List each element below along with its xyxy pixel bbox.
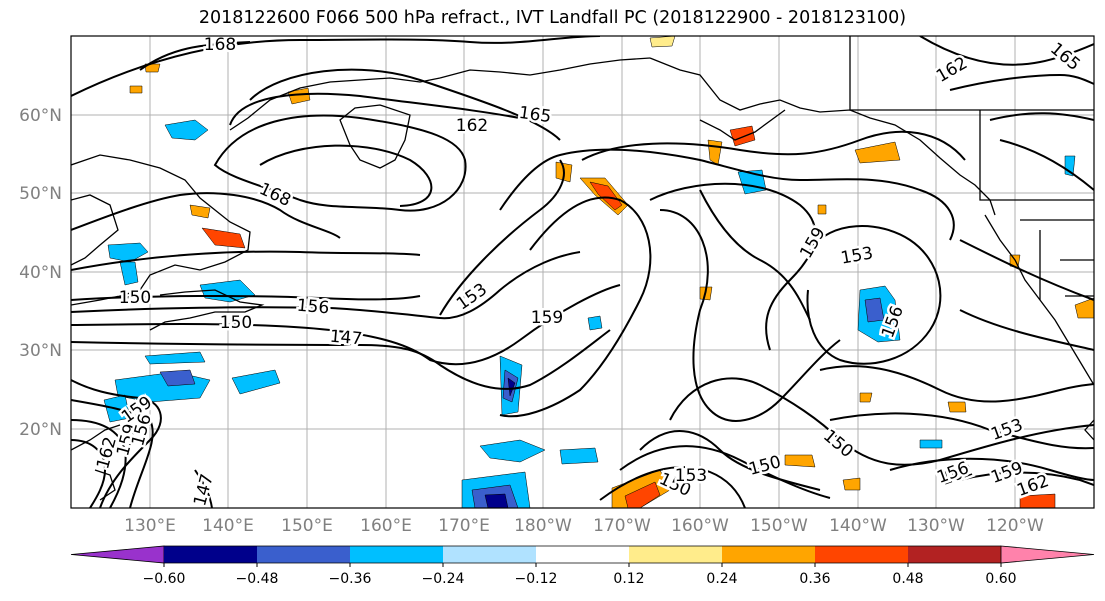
colorbar-segment <box>164 546 257 563</box>
colorbar-segment <box>257 546 350 563</box>
longitude-label: 130°E <box>124 516 176 536</box>
colorbar <box>70 545 1095 564</box>
contour-label: 150 <box>220 313 252 333</box>
longitude-label: 170°W <box>593 516 651 536</box>
colorbar-tick-label: 0.36 <box>799 571 830 587</box>
graticule <box>71 36 1094 508</box>
contour-label-halo: 153 <box>675 466 707 486</box>
contour-label: 168 <box>204 35 236 55</box>
contour-label-halo: 162 <box>456 116 488 136</box>
colorbar-tick-label: 0.48 <box>892 571 923 587</box>
colorbar-segment <box>908 546 1001 563</box>
map-title: 2018122600 F066 500 hPa refract., IVT La… <box>198 8 907 28</box>
latitude-label: 20°N <box>19 420 62 440</box>
contour-label-halo: 150 <box>220 313 252 333</box>
contour-label: 147 <box>329 327 363 350</box>
coastlines <box>71 36 1094 501</box>
latitude-label: 30°N <box>19 341 62 361</box>
colorbar-segment <box>70 545 165 564</box>
colorbar-segment <box>722 546 815 563</box>
contour-label: 159 <box>531 308 563 328</box>
longitude-label: 150°E <box>281 516 333 536</box>
longitude-label: 180°W <box>514 516 572 536</box>
colorbar-tick-label: 0.60 <box>985 571 1016 587</box>
contour-label-halo: 159 <box>531 308 563 328</box>
latitude-label: 50°N <box>19 184 62 204</box>
colorbar-segment <box>536 546 629 563</box>
latitude-label: 60°N <box>19 106 62 126</box>
contour-label: 162 <box>456 116 488 136</box>
longitude-label: 140°W <box>829 516 887 536</box>
longitude-label: 130°W <box>907 516 965 536</box>
contour-label: 156 <box>296 296 330 319</box>
longitude-label: 160°E <box>360 516 412 536</box>
colorbar-segment <box>629 546 722 563</box>
colorbar-tick-label: 0.12 <box>613 571 644 587</box>
colorbar-segment <box>1000 545 1095 564</box>
shaded-anomaly-regions <box>103 36 1094 508</box>
colorbar-segment <box>443 546 536 563</box>
contour-label-halo: 168 <box>204 35 236 55</box>
contour-label-halo: 150 <box>119 288 151 308</box>
contour-label: 165 <box>518 103 553 127</box>
colorbar-tick-label: −0.12 <box>515 571 558 587</box>
latitude-labels: 60°N 50°N 40°N 30°N 20°N <box>19 106 62 440</box>
longitude-label: 120°W <box>986 516 1044 536</box>
colorbar-tick-label: 0.24 <box>706 571 737 587</box>
colorbar-tick-label: −0.60 <box>143 571 186 587</box>
contour-label: 150 <box>119 288 151 308</box>
longitude-label: 170°E <box>438 516 490 536</box>
longitude-label: 140°E <box>202 516 254 536</box>
height-contours <box>71 36 1094 508</box>
latitude-label: 40°N <box>19 263 62 283</box>
colorbar-segment <box>815 546 908 563</box>
colorbar-tick-label: −0.48 <box>236 571 279 587</box>
longitude-labels: 130°E 140°E 150°E 160°E 170°E 180°W 170°W 160°W… <box>124 516 1044 536</box>
longitude-label: 150°W <box>750 516 808 536</box>
contour-label: 153 <box>675 466 707 486</box>
longitude-label: 160°W <box>671 516 729 536</box>
colorbar-tick-labels: −0.60 −0.48 −0.36 −0.24 −0.12 0.12 0.24 0.36 0.4… <box>143 563 1017 587</box>
contour-label-halo: 156 <box>296 296 330 319</box>
colorbar-tick-label: −0.36 <box>329 571 372 587</box>
map-frame <box>70 35 1095 509</box>
colorbar-tick-label: −0.24 <box>422 571 465 587</box>
colorbar-segment <box>350 546 443 563</box>
